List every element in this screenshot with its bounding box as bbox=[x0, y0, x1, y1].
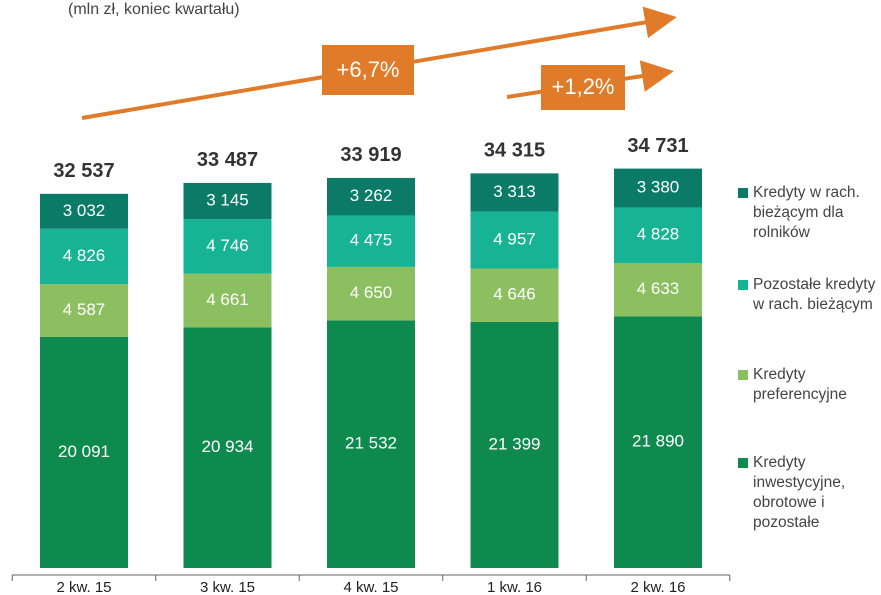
bar-segment bbox=[183, 327, 272, 568]
data-label: 4 650 bbox=[350, 283, 393, 302]
data-label: 21 890 bbox=[632, 432, 684, 451]
bar-segment bbox=[614, 168, 702, 208]
data-label: 3 032 bbox=[63, 201, 106, 220]
legend-swatch bbox=[738, 280, 748, 290]
total-label: 33 487 bbox=[197, 149, 258, 171]
bar-segment bbox=[327, 177, 415, 216]
bar-segment bbox=[40, 336, 128, 568]
annotation-box bbox=[541, 65, 625, 110]
legend-item: Pozostałe kredyty w rach. bieżącym bbox=[738, 275, 878, 315]
total-label: 33 919 bbox=[340, 144, 401, 166]
bar-segment bbox=[327, 320, 415, 568]
legend-label: Kredyty inwestycyjne, obrotowe i pozosta… bbox=[753, 454, 846, 531]
legend-item: Kredyty w rach. bieżącym dla rolników bbox=[738, 183, 878, 243]
data-label: 21 532 bbox=[345, 434, 397, 453]
bar-segment bbox=[470, 321, 559, 568]
legend-swatch bbox=[738, 370, 748, 380]
data-label: 4 957 bbox=[493, 229, 536, 248]
bar-segment bbox=[614, 207, 702, 263]
data-label: 3 145 bbox=[206, 190, 249, 209]
bar-segment bbox=[614, 316, 702, 568]
data-label: 4 746 bbox=[206, 236, 249, 255]
x-tick-label: 2 kw. 15 bbox=[56, 579, 111, 595]
data-label: 3 313 bbox=[493, 182, 536, 201]
legend-item: Kredyty inwestycyjne, obrotowe i pozosta… bbox=[738, 453, 878, 533]
x-tick-label: 4 kw. 15 bbox=[343, 579, 398, 595]
legend-label: Pozostałe kredyty w rach. bieżącym bbox=[753, 276, 876, 313]
data-label: 4 828 bbox=[637, 225, 680, 244]
data-label: 20 091 bbox=[58, 442, 110, 461]
total-label: 34 315 bbox=[484, 140, 545, 162]
data-label: 4 826 bbox=[63, 246, 106, 265]
legend-swatch bbox=[738, 458, 748, 468]
bar-segment bbox=[40, 228, 128, 285]
bar-segment bbox=[183, 219, 272, 274]
data-label: 4 633 bbox=[637, 279, 680, 298]
x-tick-label: 2 kw. 16 bbox=[630, 579, 685, 595]
bar-segment bbox=[183, 182, 272, 220]
bar-segment bbox=[40, 284, 128, 337]
bar-segment bbox=[183, 273, 272, 328]
bar-segment bbox=[470, 211, 559, 269]
data-label: 4 661 bbox=[206, 290, 249, 309]
data-label: 21 399 bbox=[489, 434, 541, 453]
bar-segment bbox=[470, 268, 559, 322]
data-label: 4 646 bbox=[493, 285, 536, 304]
annotation-box bbox=[322, 45, 414, 95]
annotation: +1,2% bbox=[552, 74, 615, 99]
total-label: 32 537 bbox=[53, 160, 114, 182]
x-tick-label: 3 kw. 15 bbox=[200, 579, 255, 595]
annotation: +6,7% bbox=[337, 57, 400, 82]
legend-label: Kredyty w rach. bieżącym dla rolników bbox=[753, 184, 860, 241]
data-label: 20 934 bbox=[202, 437, 254, 456]
legend-item: Kredyty preferencyjne bbox=[738, 365, 878, 405]
data-label: 4 475 bbox=[350, 231, 393, 250]
data-label: 4 587 bbox=[63, 300, 106, 319]
bar-segment bbox=[327, 215, 415, 267]
data-label: 3 380 bbox=[637, 178, 680, 197]
data-label: 3 262 bbox=[350, 186, 393, 205]
legend-label: Kredyty preferencyjne bbox=[753, 366, 847, 403]
legend-swatch bbox=[738, 188, 748, 198]
total-label: 34 731 bbox=[627, 135, 688, 157]
bar-segment bbox=[470, 173, 559, 212]
x-tick-label: 1 kw. 16 bbox=[487, 579, 542, 595]
bar-segment bbox=[327, 266, 415, 321]
bar-segment bbox=[614, 262, 702, 317]
chart-subtitle: (mln zł, koniec kwartału) bbox=[68, 1, 240, 18]
bar-segment bbox=[40, 193, 128, 229]
